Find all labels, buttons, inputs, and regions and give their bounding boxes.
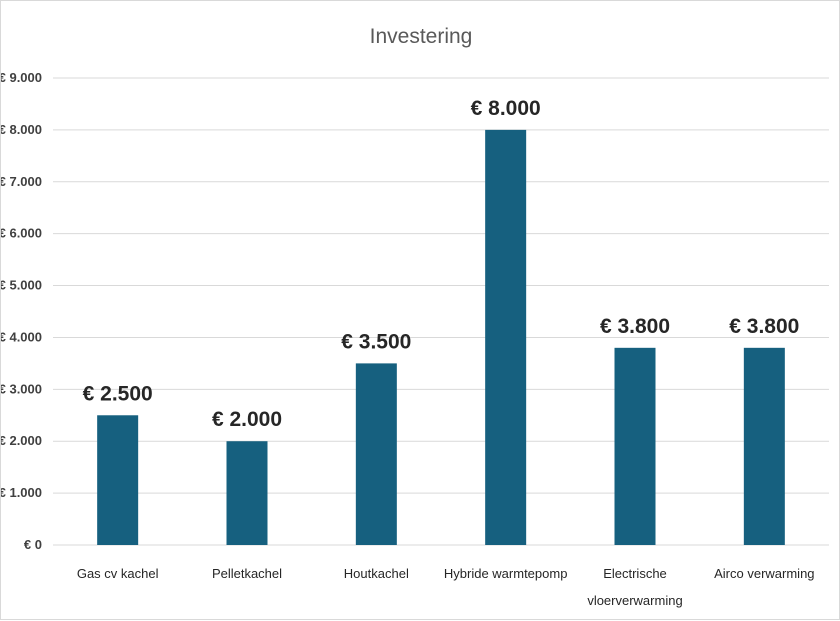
x-category-line: Airco verwarming (714, 566, 814, 581)
bar (355, 363, 397, 545)
y-tick-label: € 1.000 (1, 485, 42, 500)
bar (226, 441, 268, 545)
data-label: € 2.500 (83, 382, 153, 405)
chart-title: Investering (370, 25, 473, 48)
bar (743, 347, 785, 545)
gridlines (53, 77, 829, 546)
x-category-label: Electrische vloerverwarming (587, 566, 682, 608)
bar (614, 347, 656, 545)
x-axis-categories: Gas cv kachel Pelletkachel Houtkachel Hybri… (77, 566, 815, 608)
y-tick-label: € 2.000 (1, 433, 42, 448)
x-category-label: Pelletkachel (212, 566, 282, 581)
y-tick-label: € 4.000 (1, 329, 42, 344)
x-category-line: Hybride warmtepomp (444, 566, 568, 581)
data-label: € 3.800 (729, 315, 799, 338)
data-label: € 8.000 (471, 97, 541, 120)
y-tick-label: € 6.000 (1, 226, 42, 241)
data-label: € 3.500 (341, 330, 411, 353)
x-category-line: Electrische (603, 566, 667, 581)
bars (97, 129, 785, 545)
x-category-label: Gas cv kachel (77, 566, 159, 581)
x-category-label: Airco verwarming (714, 566, 814, 581)
x-category-label: Houtkachel (344, 566, 409, 581)
data-label: € 2.000 (212, 408, 282, 431)
bar (97, 415, 139, 545)
x-category-label: Hybride warmtepomp (444, 566, 568, 581)
y-tick-label: € 8.000 (1, 122, 42, 137)
x-category-line: vloerverwarming (587, 593, 682, 608)
x-category-line: Houtkachel (344, 566, 409, 581)
x-category-line: Pelletkachel (212, 566, 282, 581)
bar (485, 129, 527, 545)
y-tick-label: € 9.000 (1, 70, 42, 85)
y-tick-label: € 0 (24, 537, 42, 552)
y-tick-label: € 5.000 (1, 278, 42, 293)
data-labels: € 2.500 € 2.000 € 3.500 € 8.000 € 3.800 € 3.8… (83, 97, 800, 431)
data-label: € 3.800 (600, 315, 670, 338)
y-tick-label: € 3.000 (1, 381, 42, 396)
y-axis-ticks: € 0 € 1.000 € 2.000 € 3.000 € 4.000 € 5.000 € … (1, 70, 42, 552)
x-category-line: Gas cv kachel (77, 566, 159, 581)
y-tick-label: € 7.000 (1, 174, 42, 189)
